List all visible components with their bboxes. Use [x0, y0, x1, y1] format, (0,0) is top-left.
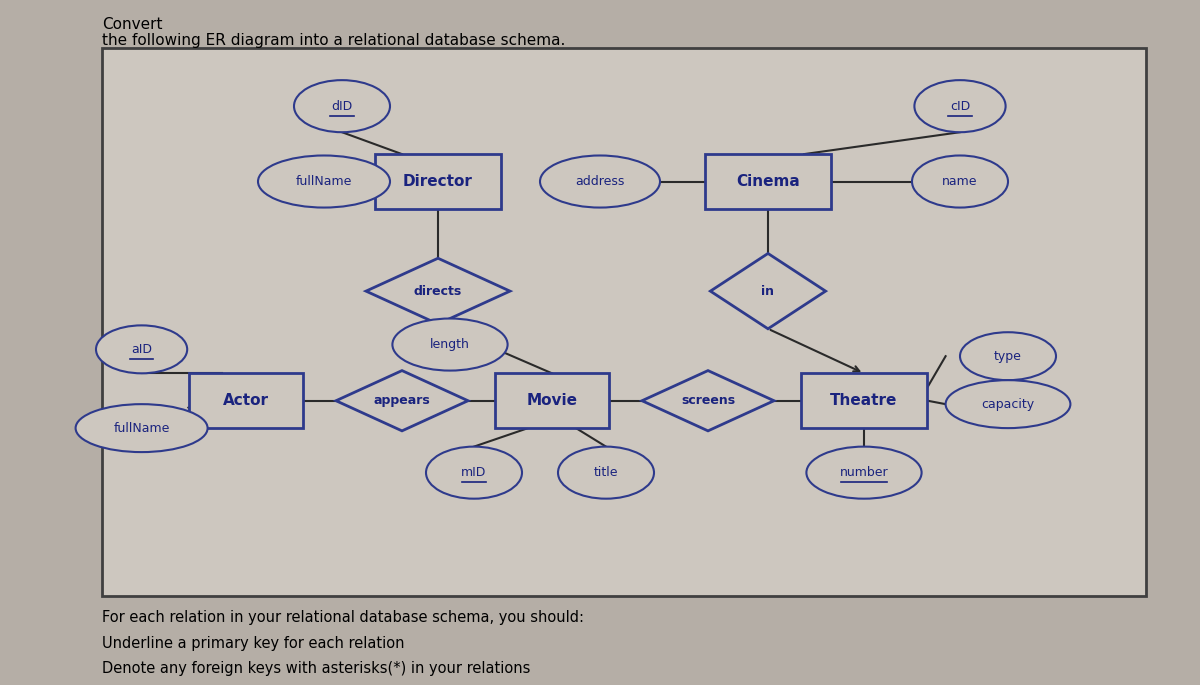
Text: Denote any foreign keys with asterisks(*) in your relations: Denote any foreign keys with asterisks(*… — [102, 661, 530, 676]
FancyBboxPatch shape — [496, 373, 610, 428]
Text: cID: cID — [950, 100, 970, 112]
Text: type: type — [994, 350, 1022, 362]
Ellipse shape — [540, 155, 660, 208]
Text: Cinema: Cinema — [736, 174, 800, 189]
FancyBboxPatch shape — [802, 373, 928, 428]
Text: appears: appears — [373, 395, 431, 407]
FancyBboxPatch shape — [706, 154, 830, 209]
Text: length: length — [430, 338, 470, 351]
Text: the following ER diagram into a relational database schema.: the following ER diagram into a relation… — [102, 33, 565, 48]
Ellipse shape — [392, 319, 508, 371]
Text: number: number — [840, 466, 888, 479]
Ellipse shape — [258, 155, 390, 208]
Text: capacity: capacity — [982, 398, 1034, 410]
FancyBboxPatch shape — [102, 48, 1146, 596]
Ellipse shape — [76, 404, 208, 452]
Text: directs: directs — [414, 285, 462, 297]
Polygon shape — [710, 253, 826, 329]
Text: Underline a primary key for each relation: Underline a primary key for each relatio… — [102, 636, 404, 651]
Ellipse shape — [912, 155, 1008, 208]
Text: mID: mID — [461, 466, 487, 479]
FancyBboxPatch shape — [188, 373, 302, 428]
Ellipse shape — [946, 380, 1070, 428]
Polygon shape — [336, 371, 468, 431]
Ellipse shape — [96, 325, 187, 373]
Text: Actor: Actor — [223, 393, 269, 408]
Text: fullName: fullName — [296, 175, 352, 188]
Text: For each relation in your relational database schema, you should:: For each relation in your relational dat… — [102, 610, 584, 625]
Text: aID: aID — [131, 343, 152, 356]
Text: Movie: Movie — [527, 393, 577, 408]
Ellipse shape — [960, 332, 1056, 380]
Text: address: address — [575, 175, 625, 188]
Ellipse shape — [806, 447, 922, 499]
Ellipse shape — [914, 80, 1006, 132]
Polygon shape — [366, 258, 510, 324]
Text: Director: Director — [403, 174, 473, 189]
Text: fullName: fullName — [114, 422, 169, 434]
Text: Convert: Convert — [102, 17, 162, 32]
Text: in: in — [762, 285, 774, 297]
Text: name: name — [942, 175, 978, 188]
Ellipse shape — [558, 447, 654, 499]
Ellipse shape — [294, 80, 390, 132]
FancyBboxPatch shape — [374, 154, 502, 209]
Text: screens: screens — [680, 395, 736, 407]
Text: Theatre: Theatre — [830, 393, 898, 408]
Polygon shape — [642, 371, 774, 431]
Text: title: title — [594, 466, 618, 479]
Ellipse shape — [426, 447, 522, 499]
Text: dID: dID — [331, 100, 353, 112]
